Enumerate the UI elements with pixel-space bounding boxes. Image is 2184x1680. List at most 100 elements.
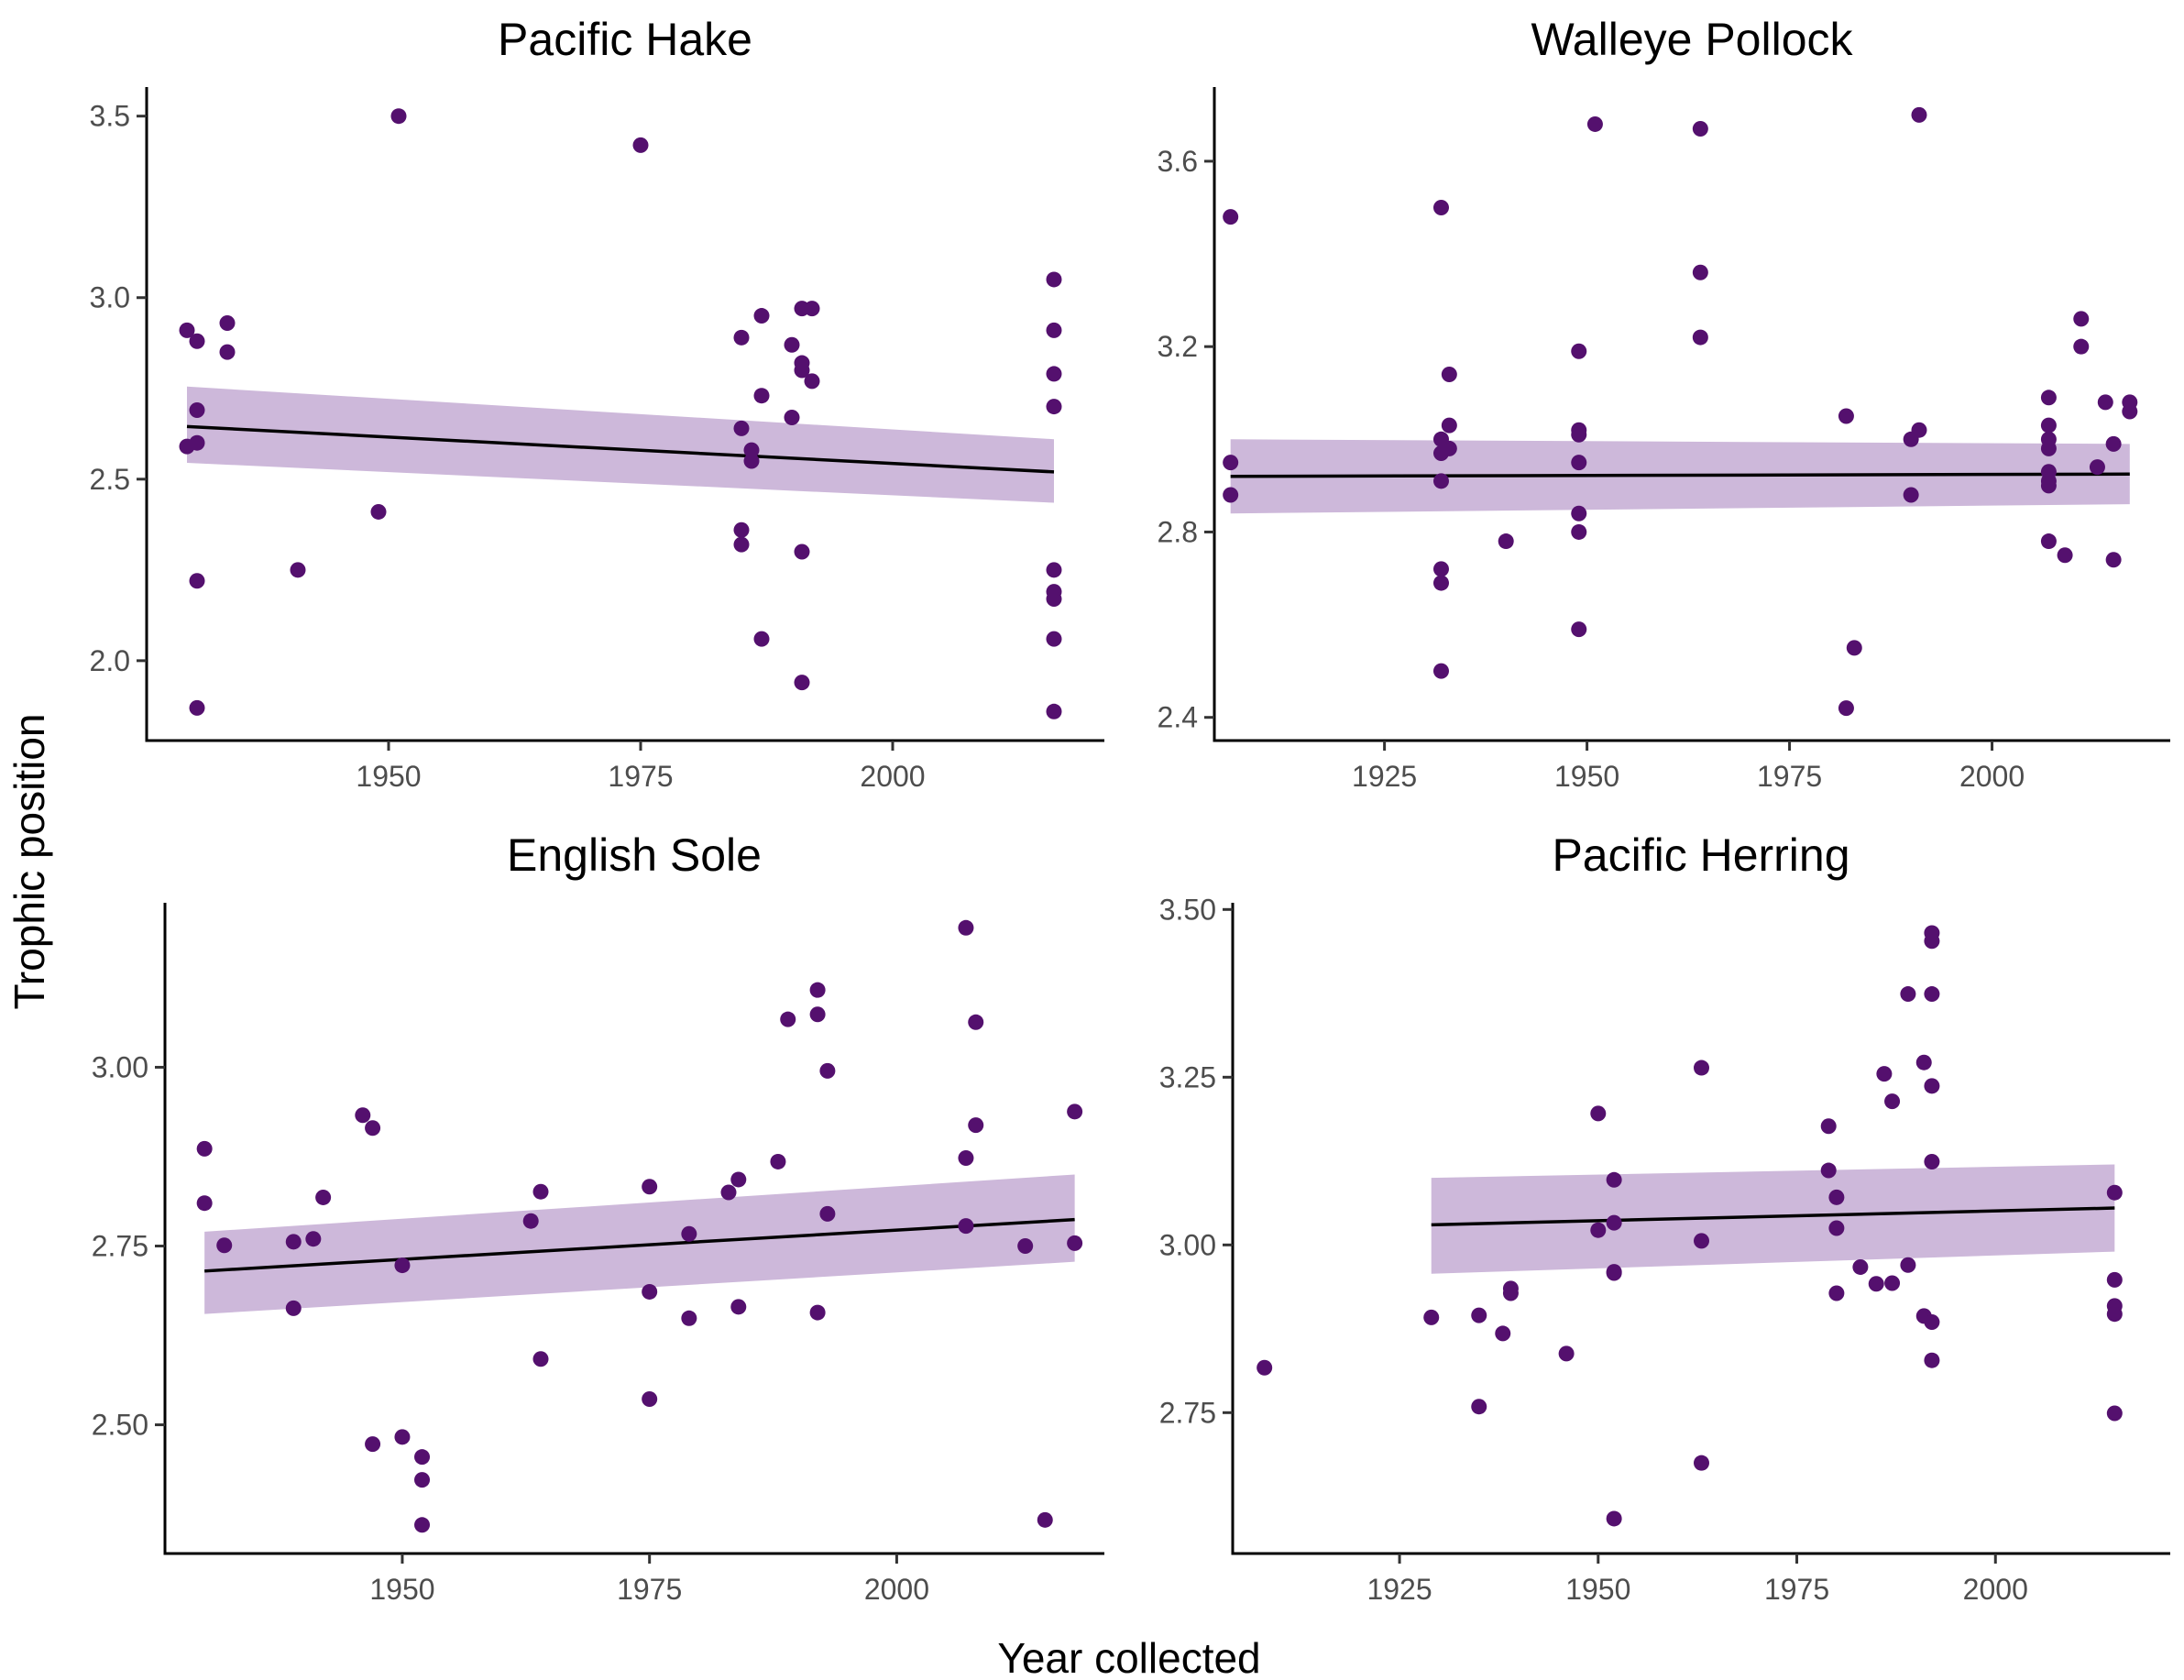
data-point (1432, 561, 1449, 577)
y-tick-label: 3.5 (90, 100, 130, 133)
x-tick-label: 2000 (1959, 760, 2025, 793)
data-point (1924, 933, 1940, 950)
data-point (1067, 1104, 1083, 1120)
data-point (1884, 1093, 1901, 1110)
data-point (1694, 1455, 1709, 1471)
data-point (743, 453, 760, 469)
data-point (216, 1237, 233, 1254)
data-point (1828, 1285, 1845, 1301)
x-tick-label: 1950 (1565, 1573, 1630, 1606)
y-tick-label: 3.00 (1159, 1228, 1216, 1261)
panel-english-sole: 1950 1975 2000 2.50 2.75 3.00 English Sole (92, 829, 1104, 1606)
data-point (753, 388, 770, 404)
data-point (1606, 1510, 1622, 1527)
data-point (189, 333, 205, 349)
data-point (681, 1225, 697, 1242)
data-point (1571, 621, 1587, 638)
data-point (189, 402, 205, 419)
data-point (733, 522, 750, 538)
data-point (394, 1429, 411, 1445)
data-point (1924, 986, 1940, 1003)
data-point (1423, 1309, 1440, 1325)
data-point (1257, 1359, 1273, 1376)
regression-line (204, 1217, 1075, 1273)
x-tick-label: 1950 (356, 760, 421, 793)
data-point (522, 1213, 539, 1229)
y-tick-label: 2.5 (90, 463, 130, 496)
panel-title: Walleye Pollock (1531, 14, 1853, 65)
y-tick-label: 3.2 (1158, 330, 1198, 363)
data-point (733, 536, 750, 553)
data-point (196, 1195, 213, 1212)
data-point (1828, 1189, 1845, 1205)
x-tick-label: 1950 (1554, 760, 1619, 793)
data-point (1924, 1313, 1940, 1330)
data-point (1046, 399, 1062, 415)
data-point (743, 442, 760, 458)
data-point (819, 1205, 836, 1222)
data-point (1046, 271, 1062, 288)
data-point (2106, 1271, 2123, 1288)
data-point (1590, 1105, 1607, 1122)
x-tick-label: 1975 (617, 1573, 682, 1606)
data-point (1471, 1399, 1487, 1415)
data-point (809, 1304, 826, 1321)
data-point (809, 1006, 826, 1023)
data-point (1017, 1238, 1034, 1255)
data-point (1586, 115, 1603, 132)
data-point (1432, 575, 1449, 591)
data-point (315, 1189, 332, 1205)
data-point (1846, 640, 1862, 656)
data-point (370, 503, 387, 520)
data-point (1432, 663, 1449, 679)
data-point (794, 544, 810, 560)
data-point (1820, 1118, 1837, 1135)
data-point (1223, 487, 1239, 503)
data-point (642, 1283, 658, 1300)
data-point (1432, 199, 1449, 215)
data-point (770, 1153, 786, 1169)
data-point (189, 434, 205, 451)
data-point (753, 631, 770, 647)
data-point (1915, 1054, 1932, 1071)
data-point (2040, 417, 2057, 434)
data-point (2073, 338, 2090, 355)
data-point (355, 1107, 371, 1124)
data-point (733, 420, 750, 436)
data-point (1046, 322, 1062, 338)
data-point (1884, 1275, 1901, 1291)
data-point (720, 1184, 737, 1201)
data-point (730, 1299, 747, 1315)
data-point (968, 1014, 984, 1030)
y-tick-label: 2.50 (92, 1409, 148, 1442)
data-point (1911, 422, 1927, 438)
data-point (1432, 473, 1449, 489)
y-tick-label: 3.0 (90, 281, 130, 314)
data-point (179, 322, 195, 338)
data-point (1571, 505, 1587, 522)
data-point (365, 1120, 381, 1136)
data-point (804, 301, 820, 317)
data-point (1692, 329, 1708, 346)
data-point (1868, 1276, 1884, 1292)
data-point (1571, 523, 1587, 540)
y-tick-label: 3.00 (92, 1050, 148, 1083)
panel-title: Pacific Hake (498, 14, 752, 65)
data-point (794, 362, 810, 379)
data-point (753, 308, 770, 324)
data-point (1046, 631, 1062, 647)
data-point (390, 108, 407, 125)
data-point (1571, 455, 1587, 471)
data-point (1046, 591, 1062, 608)
data-point (1502, 1285, 1519, 1301)
data-point (1606, 1214, 1622, 1231)
x-tick-label: 2000 (860, 760, 925, 793)
data-point (532, 1351, 549, 1367)
data-point (1694, 1060, 1709, 1076)
data-point (1441, 367, 1457, 383)
data-point (2097, 394, 2113, 411)
data-point (414, 1449, 431, 1466)
data-point (305, 1231, 322, 1247)
data-point (1571, 426, 1587, 443)
data-point (733, 329, 750, 346)
